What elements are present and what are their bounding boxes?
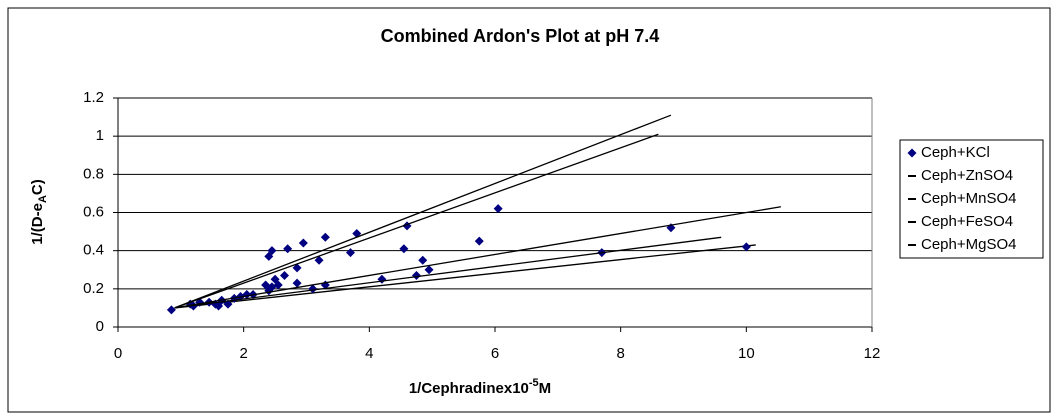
series-line bbox=[174, 206, 781, 309]
point bbox=[273, 280, 283, 290]
series-line bbox=[174, 236, 722, 309]
x-tick-label: 2 bbox=[239, 345, 247, 362]
chart-border bbox=[7, 7, 1051, 413]
legend-label: Ceph+MgSO4 bbox=[921, 236, 1016, 253]
y-tick-label: 0.4 bbox=[83, 242, 104, 259]
x-tick-label: 10 bbox=[738, 345, 755, 362]
point bbox=[267, 246, 277, 256]
point bbox=[166, 305, 176, 315]
point bbox=[280, 270, 290, 280]
point bbox=[741, 242, 751, 252]
point bbox=[320, 232, 330, 242]
point bbox=[474, 236, 484, 246]
point bbox=[424, 265, 434, 275]
point bbox=[292, 278, 302, 288]
point bbox=[298, 238, 308, 248]
y-tick-label: 0 bbox=[96, 318, 104, 335]
legend-label: Ceph+KCl bbox=[921, 144, 990, 161]
legend-label: Ceph+FeSO4 bbox=[921, 213, 1013, 230]
y-label-part: 1/(D-e bbox=[29, 203, 46, 245]
point bbox=[283, 244, 293, 254]
point bbox=[493, 204, 503, 214]
x-tick-label: 4 bbox=[365, 345, 373, 362]
legend-label: Ceph+MnSO4 bbox=[921, 190, 1016, 207]
y-label-sub: A bbox=[37, 195, 49, 203]
point bbox=[399, 244, 409, 254]
x-tick-label: 0 bbox=[114, 345, 122, 362]
trendline bbox=[174, 244, 756, 309]
x-tick-label: 12 bbox=[864, 345, 881, 362]
point bbox=[345, 248, 355, 258]
y-tick-label: 0.2 bbox=[83, 280, 104, 297]
point bbox=[308, 284, 318, 294]
x-label-part: M bbox=[539, 380, 552, 397]
y-label-part: C) bbox=[29, 179, 46, 195]
x-axis-label: 1/Cephradinex10-5M bbox=[409, 377, 551, 397]
legend-marker bbox=[907, 148, 917, 158]
y-tick-label: 0.6 bbox=[83, 203, 104, 220]
legend-label: Ceph+ZnSO4 bbox=[921, 167, 1013, 184]
y-tick-label: 1.2 bbox=[83, 89, 104, 106]
x-tick-label: 6 bbox=[491, 345, 499, 362]
x-tick-label: 8 bbox=[616, 345, 624, 362]
point bbox=[292, 263, 302, 273]
chart-title: Combined Ardon's Plot at pH 7.4 bbox=[381, 26, 660, 46]
point bbox=[411, 270, 421, 280]
point bbox=[418, 255, 428, 265]
legend-box bbox=[899, 139, 1044, 259]
series-line bbox=[174, 114, 672, 309]
point bbox=[314, 255, 324, 265]
x-label-sup: -5 bbox=[529, 377, 539, 389]
x-label-part: 1/Cephradinex10 bbox=[409, 380, 529, 397]
y-axis-label: 1/(D-eAC) bbox=[29, 179, 49, 244]
series-line bbox=[174, 133, 659, 309]
y-tick-label: 1 bbox=[96, 127, 104, 144]
y-tick-label: 0.8 bbox=[83, 165, 104, 182]
